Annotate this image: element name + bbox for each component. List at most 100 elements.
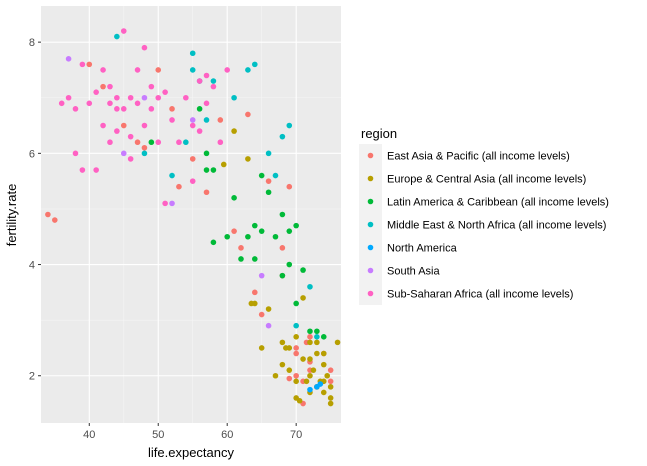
- data-point-series-6: [169, 117, 175, 123]
- data-point-series-2: [265, 189, 272, 196]
- panel-background: [41, 6, 341, 423]
- data-point-series-0: [327, 378, 334, 385]
- data-point-series-0: [293, 345, 299, 351]
- data-point-series-2: [307, 328, 313, 335]
- legend-title: region: [361, 126, 397, 141]
- data-point-series-3: [314, 334, 320, 340]
- data-point-series-6: [224, 67, 231, 73]
- data-point-series-2: [210, 167, 217, 173]
- data-point-series-0: [286, 183, 293, 190]
- data-point-series-4: [307, 386, 313, 393]
- legend-key-dot: [367, 175, 374, 182]
- legend-key-dot: [367, 290, 374, 297]
- data-point-series-1: [286, 367, 293, 373]
- legend: region East Asia & Pacific (all income l…: [359, 126, 609, 305]
- data-point-series-6: [114, 128, 120, 134]
- data-point-series-0: [155, 67, 162, 73]
- data-point-series-2: [251, 256, 258, 262]
- data-point-series-6: [107, 139, 113, 146]
- data-point-series-1: [303, 378, 310, 385]
- data-point-series-5: [169, 200, 175, 207]
- data-point-series-3: [307, 283, 313, 290]
- data-point-series-3: [169, 172, 175, 179]
- data-point-series-2: [293, 222, 299, 229]
- data-point-series-2: [286, 261, 293, 268]
- data-point-series-2: [258, 172, 265, 179]
- data-point-series-3: [286, 122, 293, 129]
- data-point-series-2: [300, 267, 306, 273]
- data-point-series-0: [279, 245, 286, 251]
- data-point-series-3: [265, 150, 272, 157]
- data-point-series-3: [293, 322, 299, 329]
- data-point-series-6: [114, 94, 120, 101]
- x-tick-label: 50: [152, 429, 164, 441]
- data-point-series-6: [79, 61, 86, 68]
- data-point-series-6: [107, 100, 113, 107]
- data-point-series-1: [258, 345, 265, 351]
- data-point-series-3: [251, 61, 258, 68]
- data-point-series-6: [107, 83, 113, 90]
- data-point-series-0: [293, 350, 299, 357]
- data-point-series-2: [279, 272, 286, 279]
- data-point-series-6: [65, 94, 72, 101]
- data-point-series-0: [169, 106, 175, 112]
- data-point-series-1: [293, 378, 299, 385]
- data-point-series-0: [189, 156, 196, 162]
- y-axis-ticks: 2 4 6 8: [29, 37, 41, 383]
- data-point-series-0: [327, 367, 334, 373]
- data-point-series-0: [176, 183, 182, 190]
- data-point-series-6: [196, 128, 203, 134]
- data-point-series-2: [286, 228, 293, 234]
- data-point-series-0: [51, 217, 58, 223]
- legend-key-dot: [367, 244, 374, 251]
- data-point-series-5: [189, 117, 196, 123]
- data-point-series-0: [265, 178, 272, 184]
- data-point-series-3: [279, 133, 286, 140]
- data-point-series-0: [245, 111, 251, 118]
- data-point-series-6: [148, 106, 155, 112]
- data-point-series-6: [120, 106, 127, 112]
- data-point-series-1: [324, 372, 331, 379]
- data-point-series-6: [189, 122, 196, 129]
- data-point-series-2: [231, 195, 237, 201]
- data-point-series-6: [162, 89, 168, 95]
- data-point-series-3: [231, 94, 237, 101]
- data-point-series-6: [114, 106, 120, 112]
- data-point-series-1: [320, 389, 327, 396]
- data-point-series-0: [100, 83, 106, 90]
- x-tick-label: 60: [221, 429, 233, 441]
- x-tick-label: 40: [83, 429, 95, 441]
- legend-key-dot: [367, 152, 374, 159]
- data-point-series-5: [120, 150, 127, 157]
- data-point-series-1: [300, 295, 306, 301]
- data-point-series-6: [79, 167, 86, 173]
- data-point-series-2: [148, 139, 155, 146]
- data-point-series-1: [320, 350, 327, 357]
- data-point-series-0: [238, 245, 244, 251]
- data-point-series-6: [72, 150, 79, 157]
- data-point-series-1: [279, 361, 286, 368]
- data-point-series-0: [45, 211, 51, 218]
- data-point-series-2: [224, 233, 231, 240]
- legend-label: North America: [387, 243, 458, 255]
- data-point-series-0: [251, 289, 258, 296]
- data-point-series-5: [265, 322, 272, 329]
- x-axis-title: life.expectancy: [148, 445, 234, 460]
- data-point-series-6: [148, 83, 155, 90]
- data-point-series-2: [272, 233, 279, 240]
- data-point-series-0: [307, 334, 313, 340]
- data-point-series-2: [210, 239, 217, 246]
- data-point-series-5: [258, 272, 265, 279]
- data-point-series-1: [265, 306, 272, 312]
- data-point-series-3: [203, 117, 210, 123]
- data-point-series-3: [210, 78, 217, 84]
- data-point-series-1: [334, 339, 341, 346]
- data-point-series-2: [245, 233, 251, 240]
- y-tick-label: 4: [29, 260, 35, 272]
- data-point-series-3: [272, 172, 279, 179]
- data-point-series-6: [100, 67, 106, 73]
- data-point-series-6: [203, 100, 210, 107]
- data-point-series-3: [245, 67, 251, 73]
- data-point-series-0: [217, 117, 224, 123]
- data-point-series-6: [100, 122, 106, 129]
